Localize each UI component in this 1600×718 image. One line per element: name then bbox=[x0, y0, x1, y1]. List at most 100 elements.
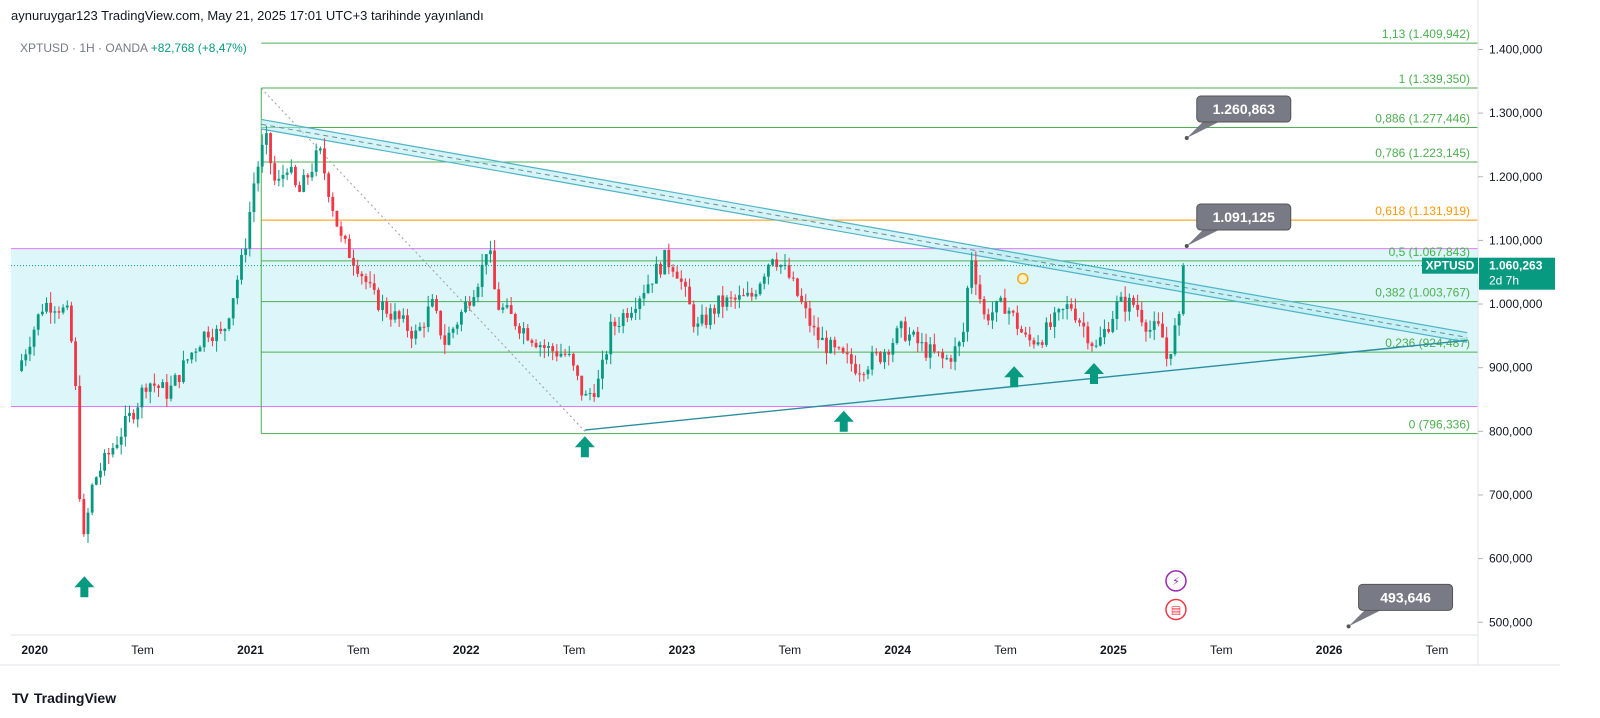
fib-label-0.618: 0,618 (1.131,919) bbox=[1375, 204, 1470, 218]
candle-body bbox=[982, 299, 986, 315]
candle bbox=[995, 300, 998, 322]
candle-body bbox=[696, 323, 700, 327]
candle bbox=[132, 409, 136, 424]
x-tick-label: 2025 bbox=[1100, 643, 1127, 657]
candle-body bbox=[1032, 340, 1036, 345]
candle-body bbox=[829, 339, 833, 354]
candle-body bbox=[128, 412, 131, 417]
candle bbox=[206, 326, 210, 343]
candle bbox=[489, 240, 492, 263]
candle-body bbox=[949, 358, 953, 362]
candle-body bbox=[140, 387, 144, 408]
candle bbox=[737, 285, 741, 309]
candle-body bbox=[961, 331, 965, 343]
candle-body bbox=[592, 393, 596, 397]
candle bbox=[1057, 307, 1061, 321]
symbol-name: XPTUSD bbox=[20, 41, 69, 55]
candle-body bbox=[1061, 309, 1065, 311]
candle bbox=[90, 483, 94, 516]
candle bbox=[53, 306, 57, 324]
candle bbox=[692, 300, 696, 333]
candle bbox=[592, 384, 596, 402]
tradingview-logo[interactable]: TV TradingView bbox=[12, 690, 116, 706]
candle bbox=[1136, 294, 1140, 317]
candle-body bbox=[804, 302, 808, 309]
candle bbox=[837, 346, 841, 351]
candle-body bbox=[418, 326, 422, 331]
price-axis[interactable]: 500,000 600,000 700,000 800,000 900,000 1.000… bbox=[1422, 0, 1555, 665]
candle bbox=[298, 181, 301, 193]
up-arrow-icon bbox=[1004, 366, 1025, 388]
candle bbox=[650, 283, 654, 293]
support-trend-line[interactable] bbox=[584, 339, 1468, 431]
candle-body bbox=[854, 363, 857, 374]
candle-body bbox=[634, 308, 638, 313]
channel-lower-line[interactable] bbox=[261, 128, 1468, 343]
candle-body bbox=[364, 276, 368, 283]
trend-lines[interactable] bbox=[260, 87, 1468, 432]
candle bbox=[451, 326, 455, 339]
candle-body bbox=[435, 299, 438, 311]
candle bbox=[202, 330, 206, 352]
time-axis[interactable]: 2020 Tem 2021 Tem 2022 Tem 2023 Tem 2024 Tem 2025 T… bbox=[0, 634, 1560, 666]
candle bbox=[269, 132, 272, 175]
candle-body bbox=[1161, 323, 1164, 338]
candles bbox=[20, 125, 1185, 543]
flash-event-icon[interactable]: ⚡ bbox=[1165, 570, 1187, 592]
candle bbox=[1094, 339, 1098, 349]
candle-body bbox=[115, 444, 119, 448]
candle bbox=[86, 507, 90, 543]
candle bbox=[601, 350, 604, 390]
candle-body bbox=[385, 301, 389, 314]
candle bbox=[509, 297, 513, 315]
candle bbox=[426, 295, 430, 333]
channel-upper-line[interactable] bbox=[261, 118, 1468, 334]
candle bbox=[1082, 312, 1086, 338]
candle-body bbox=[260, 144, 264, 167]
candle-body bbox=[24, 354, 28, 361]
us-flag-event-icon[interactable]: ▤ bbox=[1165, 598, 1187, 621]
candle-body bbox=[887, 352, 891, 355]
candle bbox=[920, 332, 924, 352]
candle bbox=[152, 373, 156, 393]
candle bbox=[1119, 291, 1123, 303]
candle-body bbox=[928, 344, 932, 358]
x-tick-label: Tem bbox=[1426, 643, 1449, 657]
alert-marker-icon[interactable] bbox=[1017, 272, 1029, 285]
candle-body bbox=[302, 175, 306, 192]
candle-body bbox=[704, 314, 708, 325]
candle bbox=[567, 345, 571, 357]
candle bbox=[849, 348, 853, 372]
candle bbox=[1177, 311, 1181, 336]
candle bbox=[534, 339, 538, 349]
candle bbox=[240, 248, 243, 285]
fibonacci-retracement[interactable]: 0 (796,336)0,236 (924,487)0,382 (1.003,7… bbox=[260, 27, 1478, 435]
price-callout[interactable]: 1.260,863 bbox=[1184, 95, 1292, 141]
candle-body bbox=[484, 254, 488, 265]
x-tick-label: 2021 bbox=[237, 643, 264, 657]
candle bbox=[368, 271, 372, 288]
price-callout[interactable]: 493,646 bbox=[1346, 583, 1454, 629]
candle-body bbox=[144, 387, 148, 392]
candle-body bbox=[273, 163, 277, 181]
candle bbox=[264, 125, 268, 155]
candle bbox=[115, 436, 119, 450]
price-callout[interactable]: 1.091,125 bbox=[1184, 203, 1292, 249]
candle-body bbox=[692, 304, 696, 327]
candle-body bbox=[198, 347, 202, 352]
candle bbox=[310, 163, 314, 181]
candle-body bbox=[941, 352, 945, 359]
candle-body bbox=[584, 393, 588, 396]
candle-body bbox=[688, 286, 691, 305]
candle bbox=[555, 344, 559, 362]
candle bbox=[812, 315, 816, 336]
x-tick-label: Tem bbox=[563, 643, 586, 657]
candle bbox=[24, 349, 28, 367]
candle bbox=[1074, 298, 1077, 323]
candle-body bbox=[389, 313, 393, 320]
channel-mid-line bbox=[261, 123, 1468, 338]
candle-body bbox=[816, 327, 820, 341]
candle-body bbox=[219, 328, 223, 332]
